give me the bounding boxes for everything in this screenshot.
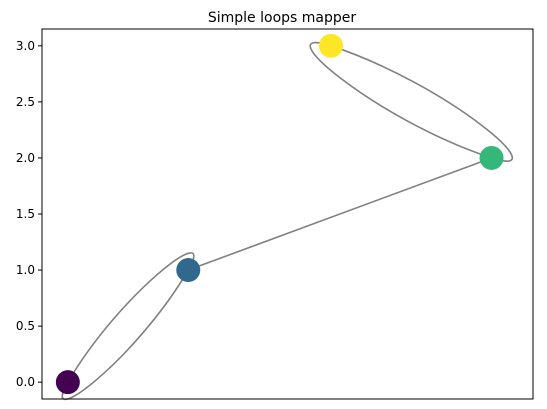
- edge-1-2: [188, 158, 491, 270]
- node-0: [56, 370, 80, 394]
- y-tick-label: 3.0: [16, 39, 35, 53]
- node-2: [480, 146, 504, 170]
- edge-0-1: [62, 270, 188, 399]
- y-axis: 0.0 0.5 1.0 1.5 2.0 2.5 3.0: [16, 39, 42, 389]
- y-tick-label: 2.5: [16, 95, 35, 109]
- y-tick-label: 1.5: [16, 207, 35, 221]
- y-tick-label: 2.0: [16, 151, 35, 165]
- y-tick-label: 1.0: [16, 263, 35, 277]
- edge-2-3: [331, 46, 512, 161]
- node-3: [319, 34, 343, 58]
- edge-0-1: [68, 253, 194, 382]
- nodes-layer: [56, 34, 504, 394]
- chart-title: Simple loops mapper: [208, 10, 357, 26]
- edge-2-3: [310, 43, 491, 158]
- node-1: [176, 258, 200, 282]
- edges-layer: [62, 43, 512, 400]
- plot-frame: [42, 29, 533, 399]
- y-tick-label: 0.5: [16, 319, 35, 333]
- y-tick-label: 0.0: [16, 375, 35, 389]
